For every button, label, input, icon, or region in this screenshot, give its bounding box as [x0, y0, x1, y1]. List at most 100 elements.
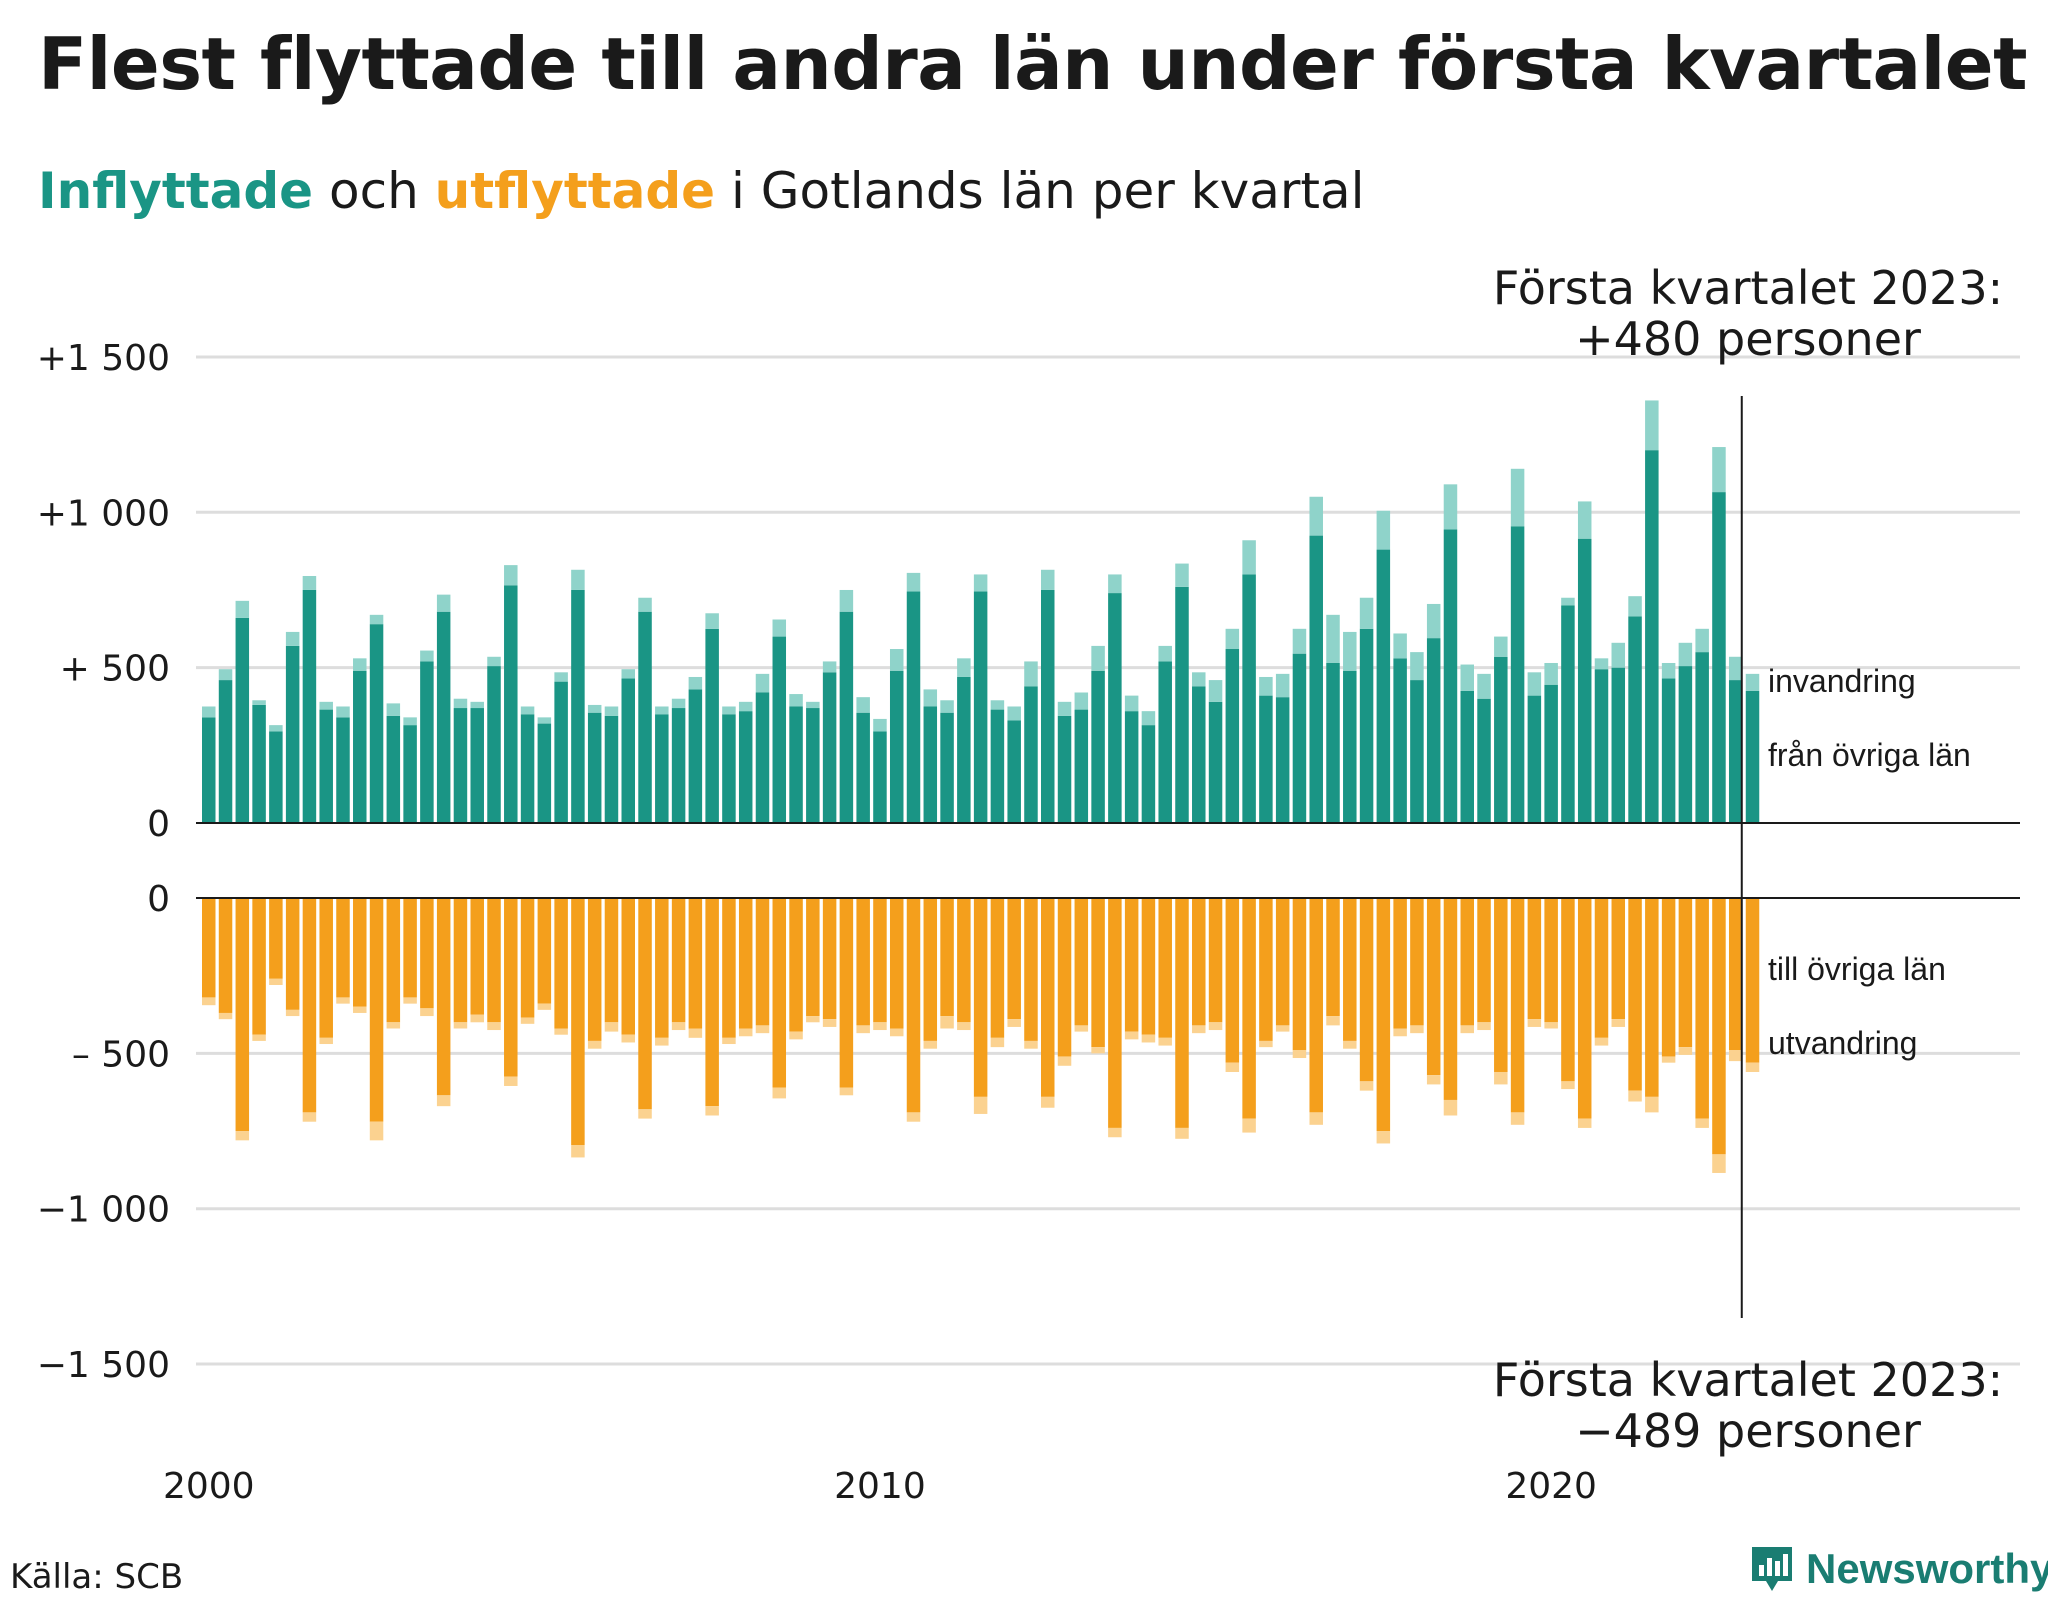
bar-invandring	[1460, 664, 1474, 691]
bar-fran-ovriga-lan	[403, 725, 417, 823]
bar-till-ovriga-lan	[470, 898, 484, 1015]
bar-utvandring	[587, 1040, 602, 1049]
bar-fran-ovriga-lan	[1460, 690, 1474, 823]
bar-fran-ovriga-lan	[772, 636, 787, 823]
bar-till-ovriga-lan	[1443, 898, 1458, 1100]
bar-fran-ovriga-lan	[302, 589, 317, 823]
bar-utvandring	[1561, 1081, 1575, 1090]
bar-till-ovriga-lan	[722, 898, 736, 1038]
bar-utvandring	[1259, 1040, 1273, 1048]
bar-invandring	[1376, 510, 1391, 550]
bar-fran-ovriga-lan	[336, 717, 350, 823]
bar-fran-ovriga-lan	[839, 611, 854, 823]
bar-till-ovriga-lan	[1309, 898, 1323, 1113]
bar-utvandring	[1007, 1019, 1021, 1027]
bar-utvandring	[336, 997, 350, 1004]
bar-fran-ovriga-lan	[235, 617, 250, 823]
bar-utvandring	[873, 1022, 887, 1031]
bar-invandring	[1443, 484, 1458, 530]
bar-invandring	[1343, 631, 1357, 671]
bar-fran-ovriga-lan	[436, 611, 451, 823]
bar-utvandring	[1376, 1131, 1391, 1144]
bar-utvandring	[285, 1009, 300, 1017]
bar-till-ovriga-lan	[1494, 898, 1508, 1072]
bar-till-ovriga-lan	[369, 898, 384, 1122]
bar-fran-ovriga-lan	[1561, 605, 1575, 823]
bar-fran-ovriga-lan	[1594, 669, 1609, 823]
bar-fran-ovriga-lan	[1611, 667, 1626, 823]
bar-till-ovriga-lan	[436, 898, 451, 1096]
bar-till-ovriga-lan	[755, 898, 770, 1026]
bar-fran-ovriga-lan	[218, 680, 233, 823]
bar-till-ovriga-lan	[705, 898, 719, 1107]
bar-invandring	[705, 613, 719, 629]
grid-bottom	[196, 1051, 2020, 1366]
bar-fran-ovriga-lan	[755, 692, 770, 823]
bar-utvandring	[520, 1017, 535, 1024]
bar-utvandring	[1108, 1127, 1122, 1138]
bar-till-ovriga-lan	[487, 898, 501, 1023]
bar-fran-ovriga-lan	[1510, 526, 1525, 823]
bar-utvandring	[353, 1006, 367, 1013]
label-fran-ovriga-lan: från övriga län	[1768, 737, 1971, 773]
bar-fran-ovriga-lan	[638, 611, 652, 823]
bar-till-ovriga-lan	[1158, 898, 1172, 1038]
bar-till-ovriga-lan	[1091, 898, 1105, 1048]
bar-till-ovriga-lan	[621, 898, 635, 1035]
bar-till-ovriga-lan	[873, 898, 887, 1023]
bar-invandring	[1712, 447, 1726, 493]
bar-fran-ovriga-lan	[1527, 695, 1542, 823]
bar-till-ovriga-lan	[957, 898, 971, 1023]
bar-fran-ovriga-lan	[285, 645, 300, 823]
bar-invandring	[453, 698, 468, 709]
bar-till-ovriga-lan	[1359, 898, 1374, 1082]
bar-till-ovriga-lan	[1645, 898, 1659, 1097]
bar-utvandring	[621, 1034, 635, 1043]
y-tick-bottom: −1 500	[37, 1345, 170, 1386]
bar-invandring	[722, 706, 736, 715]
bar-fran-ovriga-lan	[1577, 538, 1592, 823]
bar-till-ovriga-lan	[1527, 898, 1542, 1020]
bar-till-ovriga-lan	[403, 898, 417, 998]
brand-name: Newsworthy	[1806, 1545, 2048, 1592]
bar-utvandring	[487, 1022, 501, 1031]
bar-invandring	[202, 706, 216, 718]
bar-invandring	[839, 589, 854, 612]
bar-fran-ovriga-lan	[655, 714, 669, 823]
subtitle-inflyttade: Inflyttade	[38, 162, 314, 220]
bar-utvandring	[957, 1022, 971, 1031]
bar-fran-ovriga-lan	[1259, 695, 1273, 823]
y-tick-bottom: 0	[147, 879, 170, 920]
bar-invandring	[1175, 563, 1189, 587]
bar-till-ovriga-lan	[1477, 898, 1491, 1023]
bar-till-ovriga-lan	[202, 898, 216, 998]
bar-fran-ovriga-lan	[1477, 698, 1491, 823]
bar-utvandring	[1124, 1031, 1139, 1040]
bar-till-ovriga-lan	[1594, 898, 1609, 1038]
subtitle-och: och	[313, 162, 435, 220]
bar-till-ovriga-lan	[420, 898, 434, 1009]
y-tick-top: +1 000	[37, 493, 170, 534]
chart-title: Flest flyttade till andra län under förs…	[38, 22, 2028, 106]
bar-fran-ovriga-lan	[1426, 638, 1441, 823]
bar-fran-ovriga-lan	[1208, 701, 1223, 823]
bar-fran-ovriga-lan	[1443, 529, 1458, 823]
bar-utvandring	[940, 1016, 954, 1029]
bar-utvandring	[722, 1037, 736, 1045]
bar-utvandring	[1393, 1028, 1407, 1037]
bar-till-ovriga-lan	[235, 898, 250, 1132]
bar-utvandring	[755, 1025, 770, 1034]
newsworthy-logo[interactable]: Newsworthy	[1748, 1543, 2048, 1595]
bar-fran-ovriga-lan	[906, 591, 921, 823]
bar-fran-ovriga-lan	[1192, 686, 1206, 823]
bar-fran-ovriga-lan	[571, 589, 585, 823]
bar-till-ovriga-lan	[1510, 898, 1525, 1113]
bar-till-ovriga-lan	[1728, 898, 1743, 1051]
bar-invandring	[252, 700, 266, 705]
bar-fran-ovriga-lan	[923, 706, 938, 823]
bar-till-ovriga-lan	[655, 898, 669, 1038]
bar-utvandring	[1192, 1025, 1206, 1034]
bar-utvandring	[1728, 1050, 1743, 1062]
bar-utvandring	[1057, 1056, 1072, 1066]
bar-fran-ovriga-lan	[1326, 662, 1340, 823]
